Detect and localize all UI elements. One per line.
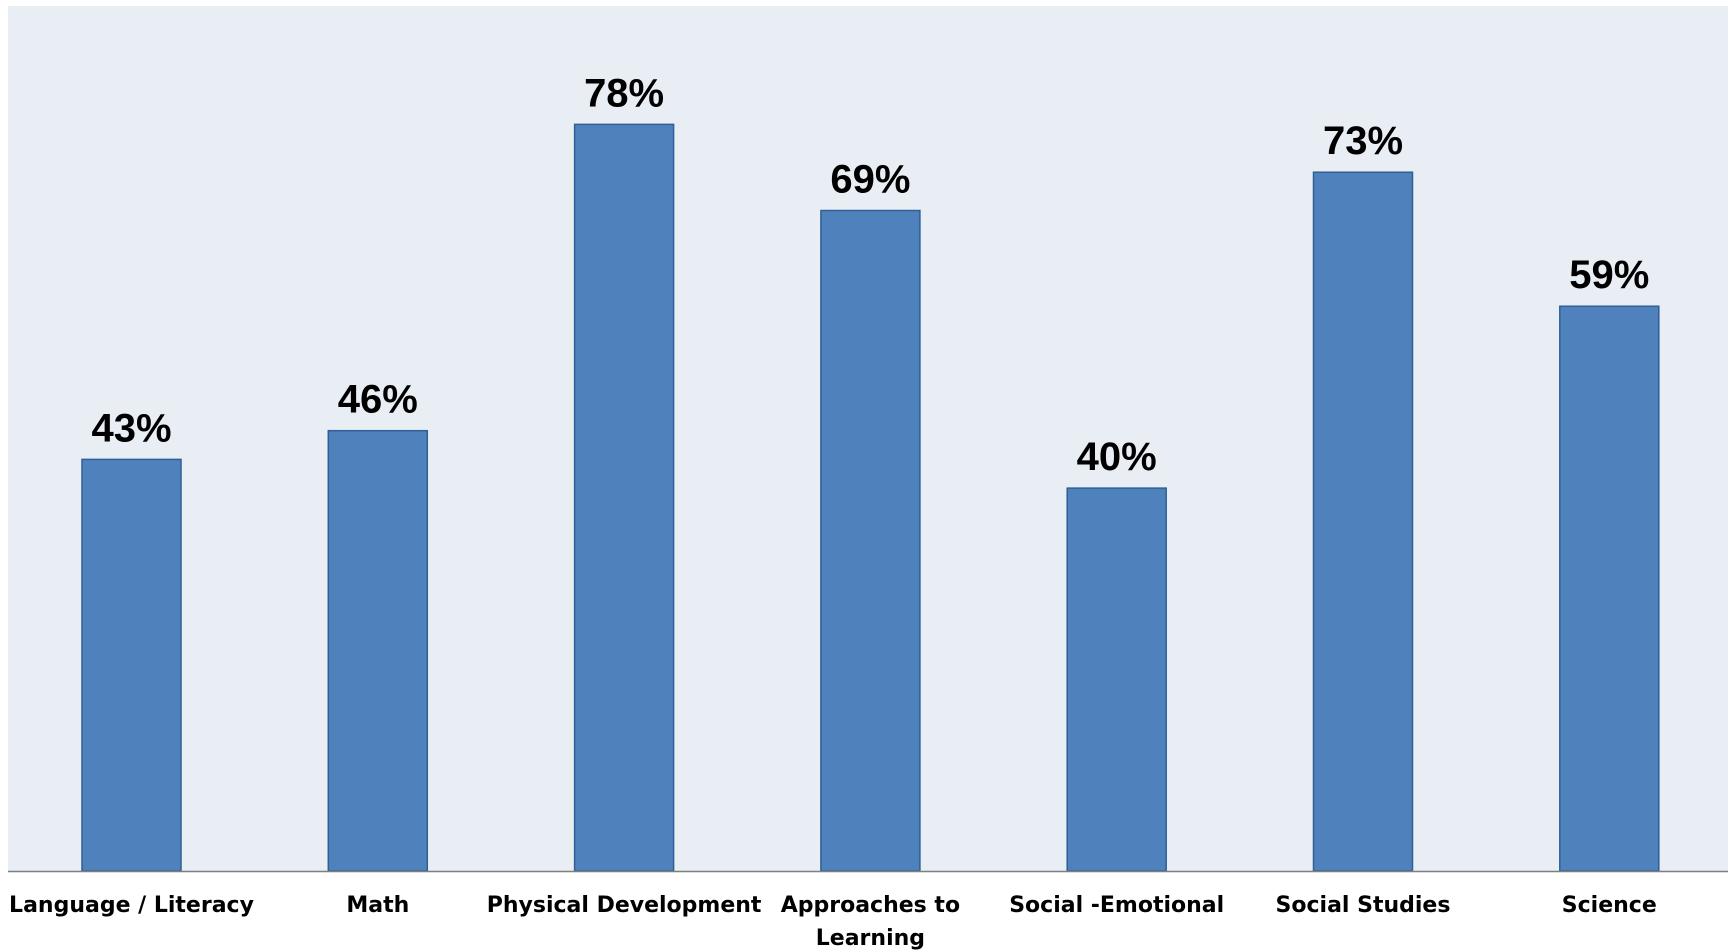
data-label: 73% xyxy=(1323,119,1403,163)
category-labels-group: Language / Literacy Math Physical Developm… xyxy=(9,893,1657,951)
data-label: 78% xyxy=(584,71,664,115)
data-label: 59% xyxy=(1569,253,1649,297)
data-label: 43% xyxy=(91,406,171,450)
data-label: 46% xyxy=(338,378,418,422)
value-labels-group: 43% 46% 78% 69% 40% 73% 59% xyxy=(91,71,1649,479)
category-label: Social Studies xyxy=(1276,893,1451,918)
category-label: Physical Development xyxy=(487,893,762,918)
data-label: 40% xyxy=(1077,435,1157,479)
bar xyxy=(81,458,182,872)
category-label: Language / Literacy xyxy=(9,893,254,918)
data-label: 69% xyxy=(830,158,910,202)
category-label: Science xyxy=(1562,893,1657,918)
category-label: Math xyxy=(346,893,409,918)
bar xyxy=(1559,305,1660,872)
category-label: Approaches to xyxy=(781,893,960,918)
bar xyxy=(327,429,429,872)
category-label: Social -Emotional xyxy=(1009,893,1224,918)
category-label: Learning xyxy=(816,926,925,951)
bar xyxy=(573,123,675,872)
bar xyxy=(820,209,921,872)
bar xyxy=(1066,487,1167,872)
bar xyxy=(1312,171,1414,872)
bars-group xyxy=(81,123,1660,872)
